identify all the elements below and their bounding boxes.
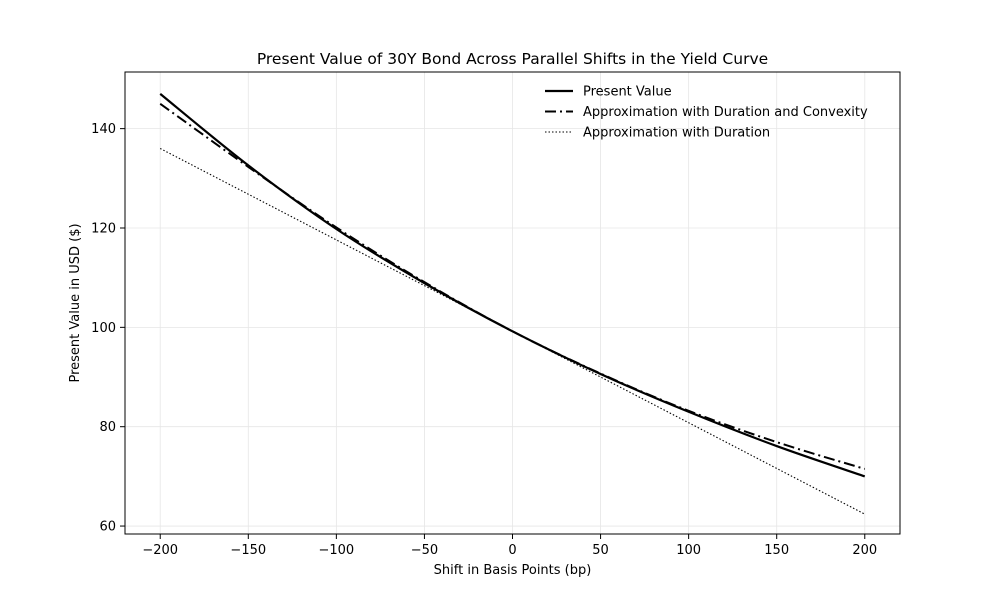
x-tick-label: 0 xyxy=(508,543,516,558)
grid-lines xyxy=(125,72,900,534)
x-tick-label: −200 xyxy=(142,543,178,558)
plot-series xyxy=(159,93,866,515)
x-tick-label: −100 xyxy=(319,543,355,558)
x-tick-label: 50 xyxy=(592,543,609,558)
y-tick-label: 120 xyxy=(91,221,116,236)
legend-entry-label: Approximation with Duration and Convexit… xyxy=(583,105,868,120)
y-axis-label: Present Value in USD ($) xyxy=(68,223,83,382)
series-line-solid xyxy=(159,93,866,478)
y-tick-label: 140 xyxy=(91,122,116,137)
x-tick-label: −50 xyxy=(411,543,438,558)
legend-entry-label: Approximation with Duration xyxy=(583,126,770,141)
chart-title: Present Value of 30Y Bond Across Paralle… xyxy=(257,50,768,68)
x-tick-label: −150 xyxy=(230,543,266,558)
legend: Present Value Approximation with Duration… xyxy=(545,85,868,141)
y-tick-label: 100 xyxy=(91,321,116,336)
y-tick-label: 60 xyxy=(99,520,116,535)
x-axis-label: Shift in Basis Points (bp) xyxy=(434,563,592,578)
x-tick-label: 100 xyxy=(676,543,701,558)
axis-ticks: −200 −150 −100 −50 0 50 100 150 200 60 80 100 120 140 xyxy=(91,122,877,558)
x-tick-label: 200 xyxy=(852,543,877,558)
y-tick-label: 80 xyxy=(99,420,116,435)
x-tick-label: 150 xyxy=(764,543,789,558)
legend-entry-label: Present Value xyxy=(583,85,672,100)
